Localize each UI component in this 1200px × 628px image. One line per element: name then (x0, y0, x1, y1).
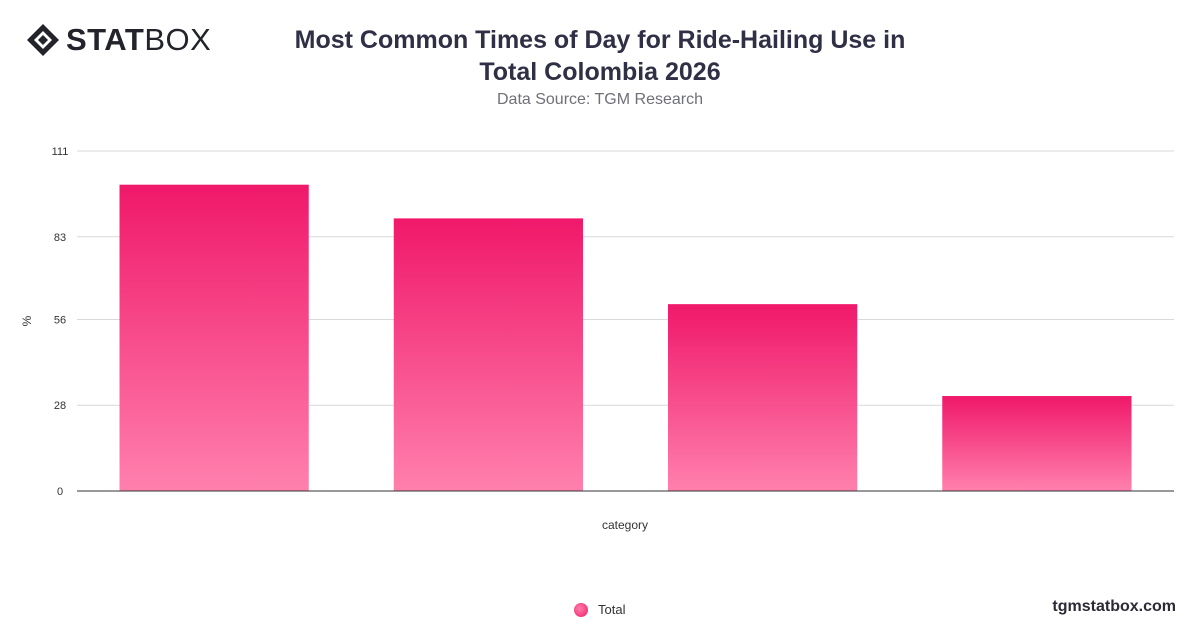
chart-title: Most Common Times of Day for Ride-Hailin… (250, 24, 950, 88)
bar-total-1[interactable] (119, 184, 309, 491)
bar-total-4[interactable] (942, 396, 1132, 491)
y-tick-label: 0 (57, 486, 63, 498)
y-tick-label: 111 (52, 146, 69, 158)
bar-total-3[interactable] (668, 304, 858, 491)
axes: 0 28 56 83 111 (52, 146, 1174, 498)
legend-label-total: Total (598, 602, 626, 617)
y-tick-label: 56 (54, 314, 66, 326)
diamond-logo-icon (27, 24, 59, 56)
chart-title-line-1: Most Common Times of Day for Ride-Hailin… (294, 26, 906, 54)
statbox-logo: STATBOX (26, 22, 211, 58)
bars (119, 184, 1132, 491)
logo-wordmark: STATBOX (66, 22, 211, 58)
x-axis-title: category (602, 518, 648, 532)
bar-chart: 0 28 56 83 111 % category (20, 146, 1174, 532)
footer-url: tgmstatbox.com (1052, 598, 1176, 615)
logo-text-light: BOX (144, 22, 212, 57)
chart-title-line-2: Total Colombia 2026 (479, 58, 721, 86)
bar-total-2[interactable] (393, 218, 583, 491)
legend[interactable]: Total (574, 602, 625, 617)
logo-text-bold: STAT (66, 22, 145, 57)
y-tick-label: 83 (54, 232, 66, 244)
legend-marker-total (574, 602, 588, 617)
y-tick-label: 28 (54, 400, 66, 412)
chart-subtitle: Data Source: TGM Research (496, 91, 703, 108)
y-axis-title: % (20, 315, 34, 326)
